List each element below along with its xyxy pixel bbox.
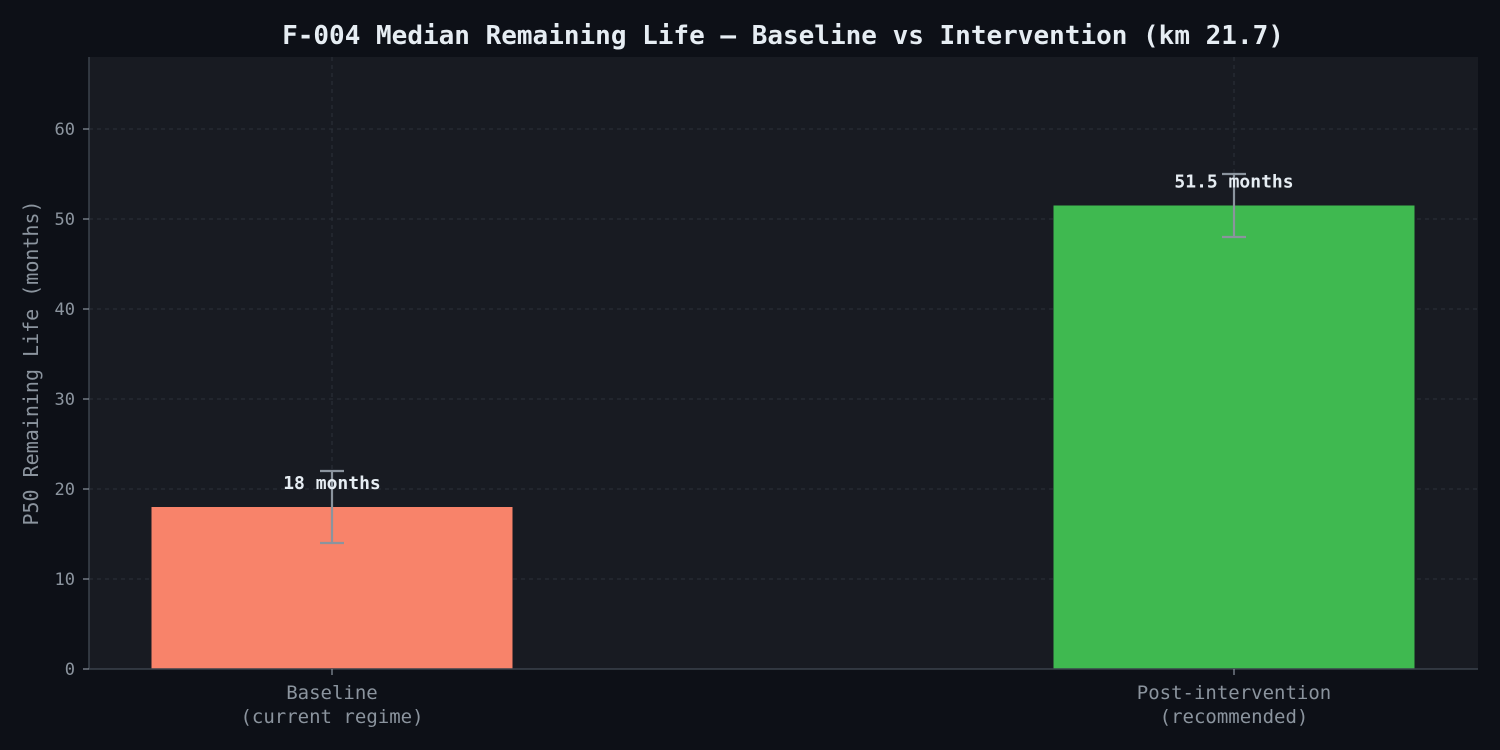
y-tick-label: 10 xyxy=(55,570,75,590)
bars xyxy=(151,172,1415,669)
chart-title: F-004 Median Remaining Life — Baseline v… xyxy=(282,21,1284,51)
y-tick-label: 60 xyxy=(55,120,75,140)
y-tick-label: 50 xyxy=(55,210,75,230)
x-tick-label-line: (current regime) xyxy=(240,706,423,728)
axes: 0 10 20 30 40 50 60 Baseline (current regime) Pos… xyxy=(55,57,1478,728)
x-tick-label-line: Post-intervention xyxy=(1137,682,1331,704)
y-axis-label: P50 Remaining Life (months) xyxy=(19,200,43,525)
x-tick-label: Post-intervention (recommended) xyxy=(1137,682,1331,728)
data-label-0: 18 months xyxy=(283,473,381,494)
y-tick-label: 20 xyxy=(55,480,75,500)
x-tick-label: Baseline (current regime) xyxy=(240,682,423,728)
data-labels: 18 months 51.5 months xyxy=(283,172,1293,495)
bar-1 xyxy=(1053,205,1415,669)
x-tick-label-line: (recommended) xyxy=(1160,706,1309,728)
y-tick-label: 40 xyxy=(55,300,75,320)
y-tick-label: 30 xyxy=(55,390,75,410)
x-tick-label-line: Baseline xyxy=(286,682,378,704)
y-tick-label: 0 xyxy=(65,660,75,680)
data-label-1: 51.5 months xyxy=(1174,172,1293,193)
